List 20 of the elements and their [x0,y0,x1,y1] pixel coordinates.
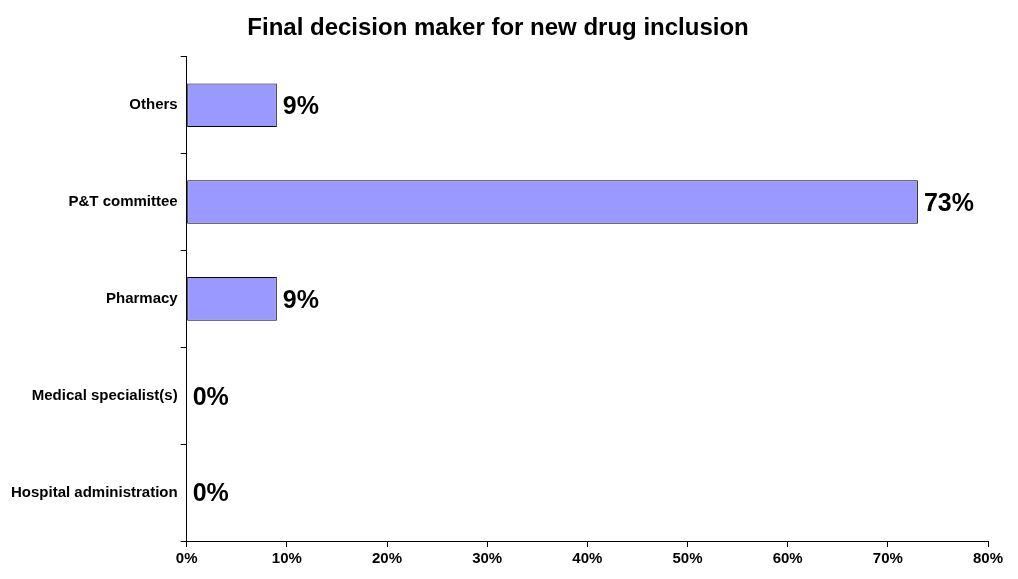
x-tick-label: 70% [872,549,903,567]
y-tick-label: Others [129,95,178,113]
y-tick-label: Medical specialist(s) [31,385,178,403]
y-tick-label: P&T committee [68,192,178,210]
y-tick-label: Pharmacy [105,289,179,307]
x-tick-label: 40% [572,549,603,567]
y-tick-label: Hospital administration [11,482,178,500]
x-tick-label: 60% [772,549,803,567]
x-tick-label: 0% [175,549,198,567]
chart-title: Final decision maker for new drug inclusion [247,13,749,41]
data-label: 9% [282,284,319,313]
x-tick-label: 30% [472,549,503,567]
x-tick-label: 10% [271,549,302,567]
data-label: 0% [192,381,229,410]
x-tick-label: 20% [372,549,403,567]
x-tick-label: 50% [672,549,703,567]
x-tick-label: 80% [972,549,1004,567]
data-label: 9% [282,91,319,120]
data-label: 73% [923,187,974,216]
data-label: 0% [192,478,229,507]
